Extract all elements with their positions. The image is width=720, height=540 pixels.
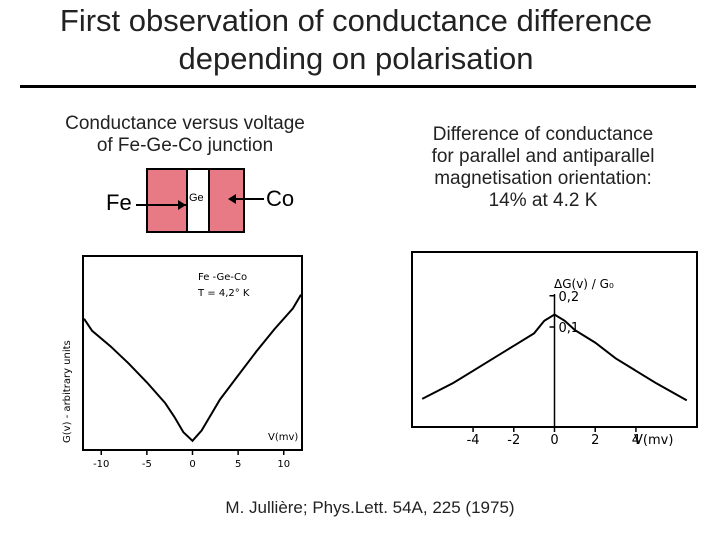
y-axis-label: ΔG(v) / G₀	[554, 277, 614, 291]
x-tick-label: 2	[591, 433, 599, 448]
y-tick-label: 0,1	[559, 321, 580, 336]
y-tick-label: 0,2	[559, 290, 580, 305]
title-line-2: depending on polarisation	[178, 41, 534, 76]
co-label: Co	[266, 186, 294, 211]
fe-label: Fe	[106, 190, 132, 215]
right-caption: Difference of conductance for parallel a…	[398, 124, 688, 212]
x-tick-label: 4	[632, 433, 640, 448]
ge-label: Ge	[189, 192, 204, 204]
plot-frame	[82, 255, 303, 451]
conductance-curve	[83, 294, 302, 443]
x-tick-label: 10	[277, 459, 290, 470]
right-caption-line-2: for parallel and antiparallel	[431, 146, 655, 167]
conductance-chart: Fe -Ge-Co T = 4,2° K V(mv) G(v) - arbitr…	[62, 255, 303, 470]
legend-line-1: Fe -Ge-Co	[198, 272, 247, 283]
x-tick-label: -10	[93, 459, 109, 470]
x-tick-label: -5	[142, 459, 152, 470]
x-tick-label: 5	[235, 459, 241, 470]
right-caption-line-4: 14% at 4.2 K	[488, 190, 598, 211]
x-tick-label: -2	[507, 433, 520, 448]
legend-line-2: T = 4,2° K	[197, 288, 250, 299]
title-divider	[20, 85, 696, 88]
left-caption-line-1: Conductance versus voltage	[65, 113, 305, 134]
x-tick-label: -4	[467, 433, 480, 448]
conductance-difference-curve	[421, 313, 688, 402]
conductance-difference-chart: ΔG(v) / G₀ V(mv) 0,2 0,1 -4 -2 0 2 4	[411, 251, 698, 448]
right-caption-line-3: magnetisation orientation:	[434, 168, 652, 189]
fe-electrode	[146, 168, 188, 233]
co-electrode	[208, 168, 245, 233]
junction-diagram: Fe Ge Co	[106, 168, 294, 233]
left-caption: Conductance versus voltage of Fe-Ge-Co j…	[30, 113, 340, 157]
x-tick-label: 0	[189, 459, 195, 470]
x-axis-label: V(mv)	[268, 432, 298, 443]
title-line-1: First observation of conductance differe…	[59, 3, 653, 38]
slide-title: First observation of conductance differe…	[0, 2, 712, 78]
y-axis-label: G(v) - arbitrary units	[62, 340, 73, 443]
y-axis-ticks: 0,2 0,1	[549, 290, 580, 336]
co-arrowhead	[228, 194, 236, 204]
fe-arrowhead	[178, 200, 186, 210]
x-axis-label: V(mv)	[634, 433, 673, 448]
x-axis-ticks: -4 -2 0 2 4	[467, 427, 640, 448]
x-tick-label: 0	[550, 433, 558, 448]
citation: M. Jullière; Phys.Lett. 54A, 225 (1975)	[225, 498, 515, 517]
left-caption-line-2: of Fe-Ge-Co junction	[96, 135, 274, 156]
x-axis-ticks: -10 -5 0 5 10	[93, 450, 290, 470]
right-caption-line-1: Difference of conductance	[432, 124, 654, 145]
